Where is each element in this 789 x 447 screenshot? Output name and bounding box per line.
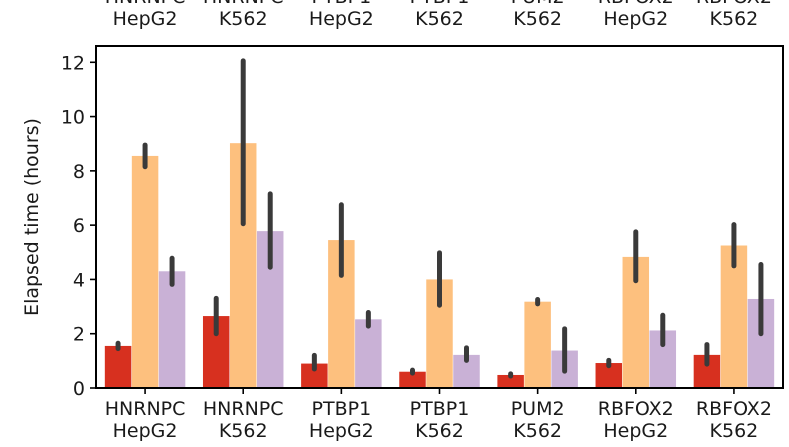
bar-pum2-k562-s1: [497, 374, 524, 388]
bar-ptbp1-k562-s1: [399, 371, 426, 388]
y-tick-label: 12: [61, 52, 85, 74]
y-tick-label: 10: [61, 107, 85, 129]
y-tick-label: 0: [73, 378, 85, 400]
x-tick-label: PUM2 K562: [511, 398, 565, 442]
bars-layer: [104, 143, 775, 388]
x-tick-label: RBFOX2 HepG2: [598, 398, 674, 442]
x-tick-label: PTBP1 K562: [410, 398, 470, 442]
x-tick-label: RBFOX2 K562: [696, 398, 772, 442]
y-axis: 0 2 4 6 8 10 12: [61, 52, 96, 400]
y-tick-label: 8: [73, 161, 85, 183]
x-tick-label: PTBP1 HepG2: [309, 398, 374, 442]
bar-pum2-k562-s2: [524, 301, 551, 388]
x-axis-bottom: HNRNPC HepG2 HNRNPC K562 PTBP1 HepG2 PTBP1 K562…: [105, 388, 772, 442]
bar-hnrnpc-hepg2-s1: [104, 345, 132, 388]
error-bars-layer: [115, 58, 764, 379]
bar-ptbp1-hepg2-s3: [355, 319, 382, 388]
x-tick-label: HNRNPC K562: [203, 398, 284, 442]
bar-hnrnpc-hepg2-s2: [131, 155, 159, 388]
y-axis-label: Elapsed time (hours): [21, 118, 43, 316]
bar-hnrnpc-hepg2-s3: [158, 271, 186, 388]
y-tick-label: 2: [73, 324, 85, 346]
y-tick-label: 6: [73, 215, 85, 237]
x-tick-label: HNRNPC HepG2: [105, 398, 186, 442]
y-tick-label: 4: [73, 269, 85, 291]
bar-rbfox2-k562-s2: [720, 245, 748, 388]
